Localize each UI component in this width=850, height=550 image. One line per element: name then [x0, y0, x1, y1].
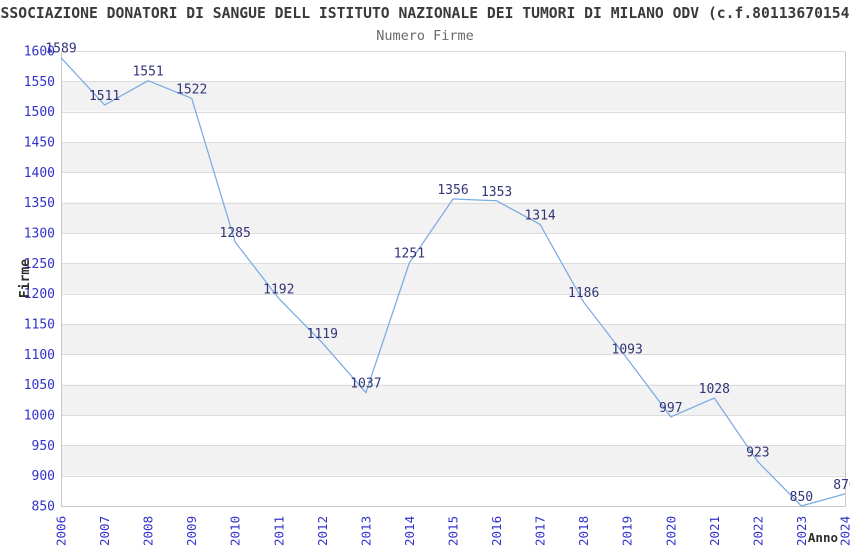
svg-text:1192: 1192: [263, 283, 294, 298]
svg-text:1600: 1600: [24, 45, 55, 60]
band-stripes: [61, 81, 845, 476]
svg-text:1400: 1400: [24, 166, 55, 181]
svg-text:1522: 1522: [176, 82, 207, 97]
svg-text:2018: 2018: [576, 516, 591, 546]
x-axis-tick-labels: 2006 2007 2008 2009 2010 2011 2012 2013 2014 2015…: [54, 516, 850, 546]
svg-text:850: 850: [790, 490, 813, 505]
y-axis-tick-labels: 850 900 950 1000 1050 1100 1150 1200 1250 1300 135…: [24, 45, 55, 515]
svg-text:1037: 1037: [350, 377, 381, 392]
y-axis-title: Firme: [18, 259, 33, 298]
svg-text:1050: 1050: [24, 378, 55, 393]
svg-text:2010: 2010: [228, 516, 243, 546]
svg-text:1028: 1028: [699, 382, 730, 397]
svg-text:950: 950: [32, 439, 55, 454]
svg-text:2007: 2007: [97, 516, 112, 546]
svg-text:1314: 1314: [524, 209, 555, 224]
svg-text:1300: 1300: [24, 227, 55, 242]
plot-border: [61, 51, 846, 507]
svg-text:1251: 1251: [394, 247, 425, 262]
svg-text:2016: 2016: [489, 516, 504, 546]
svg-text:1353: 1353: [481, 185, 512, 200]
svg-text:1200: 1200: [24, 287, 55, 302]
svg-text:2014: 2014: [402, 516, 417, 546]
svg-text:1551: 1551: [132, 65, 163, 80]
svg-text:1093: 1093: [612, 343, 643, 358]
svg-text:1511: 1511: [89, 89, 120, 104]
svg-text:2022: 2022: [750, 516, 765, 546]
svg-text:1500: 1500: [24, 105, 55, 120]
svg-text:1450: 1450: [24, 136, 55, 151]
svg-text:1119: 1119: [307, 327, 338, 342]
svg-text:2008: 2008: [141, 516, 156, 546]
chart-title: ASSOCIAZIONE DONATORI DI SANGUE DELL IST…: [0, 5, 850, 22]
svg-text:2017: 2017: [533, 516, 548, 546]
chart-subtitle: Numero Firme: [376, 28, 474, 44]
svg-text:2009: 2009: [184, 516, 199, 546]
svg-text:1250: 1250: [24, 257, 55, 272]
svg-text:2021: 2021: [707, 516, 722, 546]
data-line: [60, 57, 846, 507]
svg-text:2024: 2024: [838, 516, 850, 546]
svg-text:1000: 1000: [24, 409, 55, 424]
svg-text:2023: 2023: [794, 516, 809, 546]
svg-text:Firme: Firme: [18, 259, 33, 298]
svg-text:2019: 2019: [620, 516, 635, 546]
x-axis-title: Anno: [808, 530, 838, 545]
svg-text:2012: 2012: [315, 516, 330, 546]
svg-text:1350: 1350: [24, 196, 55, 211]
svg-text:2013: 2013: [358, 516, 373, 546]
svg-text:2015: 2015: [446, 516, 461, 546]
svg-text:870: 870: [833, 478, 850, 493]
svg-text:1550: 1550: [24, 75, 55, 90]
svg-text:1285: 1285: [220, 226, 251, 241]
svg-text:900: 900: [32, 469, 55, 484]
svg-text:1356: 1356: [437, 183, 468, 198]
data-point-labels: 1589 1511 1551 1522 1285 1192 1119 1037 1251 1356…: [45, 42, 850, 505]
svg-text:997: 997: [659, 401, 682, 416]
svg-text:850: 850: [32, 500, 55, 515]
svg-text:923: 923: [746, 446, 769, 461]
svg-text:1150: 1150: [24, 318, 55, 333]
svg-text:1589: 1589: [45, 42, 76, 57]
svg-text:Anno: Anno: [808, 530, 838, 545]
svg-text:2006: 2006: [54, 516, 69, 546]
svg-text:1100: 1100: [24, 348, 55, 363]
svg-text:1186: 1186: [568, 286, 599, 301]
svg-text:2020: 2020: [663, 516, 678, 546]
svg-text:2011: 2011: [271, 516, 286, 546]
